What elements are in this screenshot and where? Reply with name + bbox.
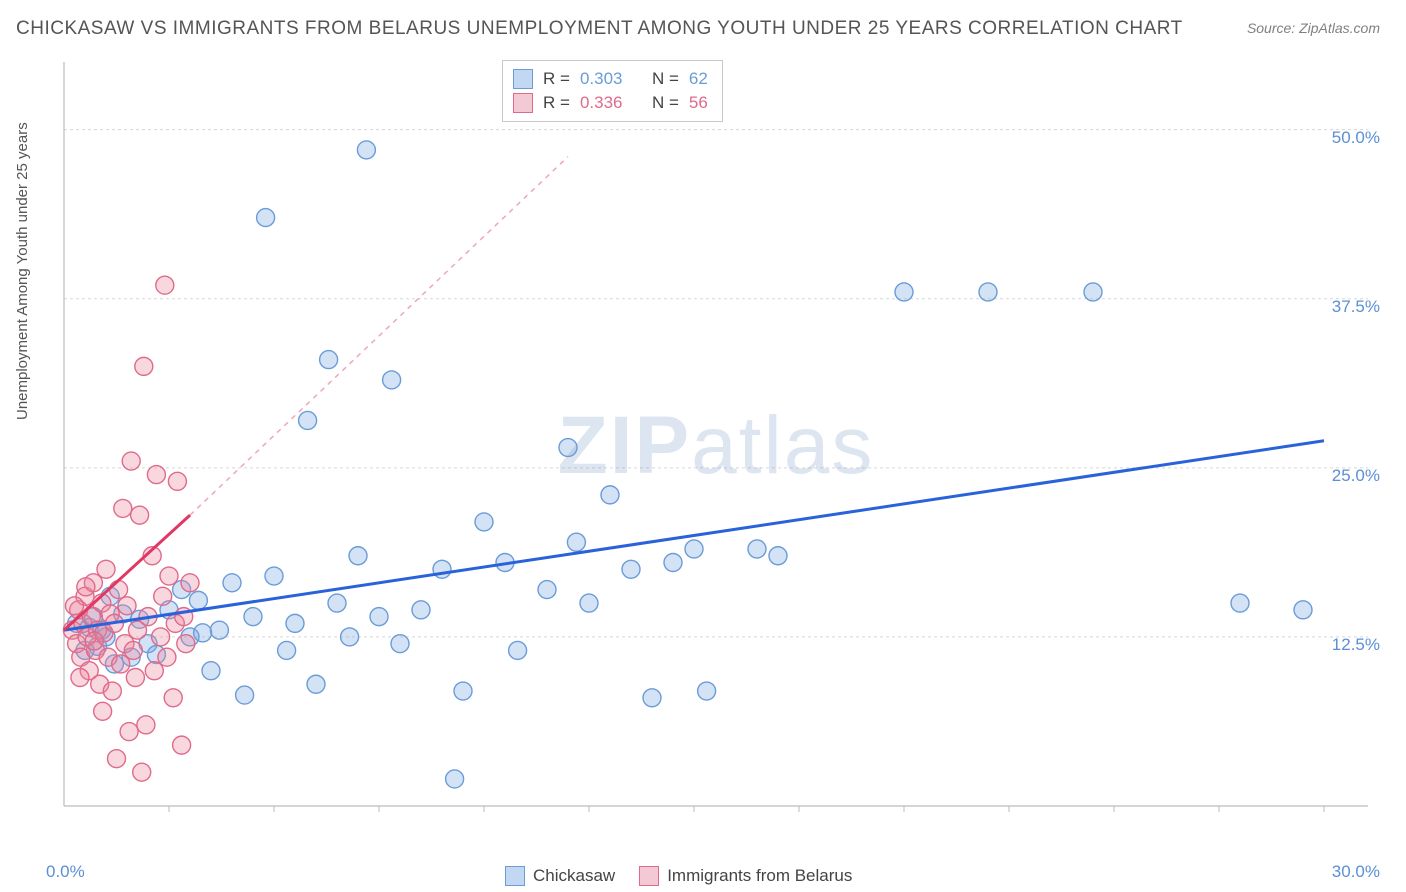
r-label: R =	[543, 93, 570, 113]
swatch-icon	[513, 69, 533, 89]
n-value: 62	[689, 69, 708, 89]
r-value: 0.303	[580, 69, 623, 89]
swatch-icon	[505, 866, 525, 886]
scatter-chart-svg	[58, 56, 1374, 836]
chart-title: CHICKASAW VS IMMIGRANTS FROM BELARUS UNE…	[16, 18, 1183, 40]
n-label: N =	[652, 93, 679, 113]
y-axis-label: Unemployment Among Youth under 25 years	[14, 122, 31, 420]
legend-item: Chickasaw	[505, 866, 615, 886]
chart-area: ZIPatlas	[58, 56, 1374, 836]
stats-row-series-1: R = 0.303 N = 62	[513, 67, 708, 91]
swatch-icon	[639, 866, 659, 886]
r-value: 0.336	[580, 93, 623, 113]
n-label: N =	[652, 69, 679, 89]
n-value: 56	[689, 93, 708, 113]
legend-label: Immigrants from Belarus	[667, 866, 852, 886]
source-attribution: Source: ZipAtlas.com	[1247, 20, 1380, 36]
r-label: R =	[543, 69, 570, 89]
legend-item: Immigrants from Belarus	[639, 866, 852, 886]
y-tick-label: 12.5%	[1332, 635, 1380, 655]
y-tick-label: 50.0%	[1332, 128, 1380, 148]
swatch-icon	[513, 93, 533, 113]
correlation-stats-box: R = 0.303 N = 62 R = 0.336 N = 56	[502, 60, 723, 122]
bottom-legend: Chickasaw Immigrants from Belarus	[505, 866, 852, 886]
stats-row-series-2: R = 0.336 N = 56	[513, 91, 708, 115]
y-tick-label: 25.0%	[1332, 466, 1380, 486]
x-axis-min-label: 0.0%	[46, 862, 85, 882]
legend-label: Chickasaw	[533, 866, 615, 886]
x-axis-max-label: 30.0%	[1332, 862, 1380, 882]
y-tick-label: 37.5%	[1332, 297, 1380, 317]
